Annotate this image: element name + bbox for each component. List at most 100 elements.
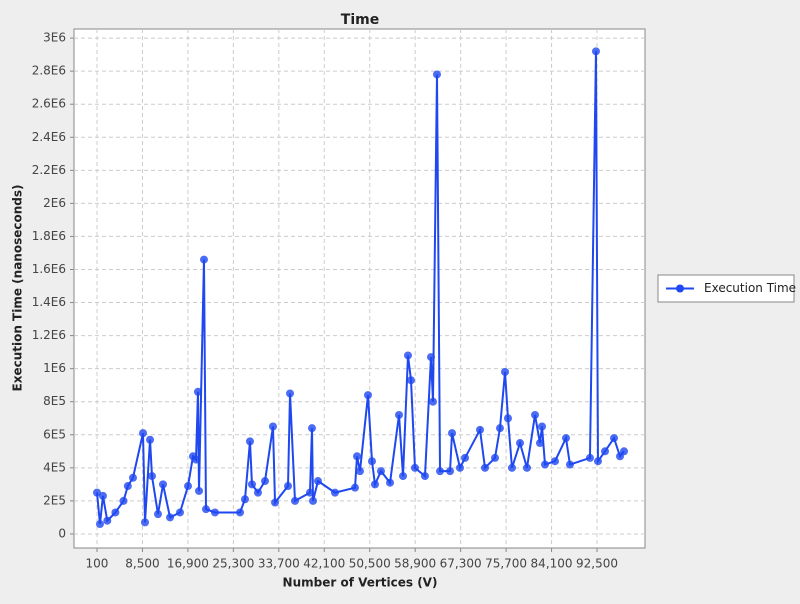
data-point [184, 482, 193, 491]
data-point [353, 452, 362, 461]
data-point [591, 47, 600, 56]
data-point [119, 496, 128, 505]
data-point [201, 505, 210, 514]
data-point [538, 422, 547, 431]
data-point [92, 488, 101, 497]
x-axis-label: Number of Vertices (V) [283, 576, 438, 590]
data-point [495, 424, 504, 433]
data-point [407, 376, 416, 385]
data-point [585, 453, 594, 462]
data-point [146, 435, 155, 444]
data-point [103, 516, 112, 525]
data-point [98, 491, 107, 500]
data-point [410, 463, 419, 472]
y-tick-label: 2.6E6 [32, 97, 66, 111]
data-point [313, 477, 322, 486]
x-tick-label: 8,500 [125, 557, 159, 571]
data-point [399, 472, 408, 481]
x-tick-label: 50,500 [349, 557, 391, 571]
data-point [501, 367, 510, 376]
x-tick-label: 16,900 [167, 557, 209, 571]
data-point [455, 463, 464, 472]
data-point [236, 508, 245, 517]
data-point [530, 410, 539, 419]
data-point [192, 455, 201, 464]
y-tick-label: 1.4E6 [32, 295, 66, 309]
data-point [448, 429, 457, 438]
data-point [363, 391, 372, 400]
data-point [210, 508, 219, 517]
x-tick-label: 58,900 [394, 557, 436, 571]
data-point [138, 429, 147, 438]
x-tick-label: 42,100 [303, 557, 345, 571]
y-tick-label: 1.2E6 [32, 328, 66, 342]
y-tick-label: 2E6 [43, 196, 66, 210]
data-point [284, 482, 293, 491]
data-point [153, 510, 162, 519]
data-point [609, 434, 618, 443]
data-point [461, 453, 470, 462]
plot-area [73, 28, 646, 549]
y-tick-label: 2.4E6 [32, 130, 66, 144]
data-point [507, 463, 516, 472]
data-point [159, 480, 168, 489]
y-tick-label: 2.2E6 [32, 163, 66, 177]
data-point [368, 457, 377, 466]
legend-label: Execution Time [704, 281, 796, 295]
x-tick-label: 67,300 [440, 557, 482, 571]
data-point [166, 513, 175, 522]
data-point [195, 486, 204, 495]
data-point [330, 488, 339, 497]
y-tick-label: 8E5 [43, 394, 66, 408]
data-point [351, 483, 360, 492]
data-point [490, 453, 499, 462]
data-point [535, 439, 544, 448]
y-tick-label: 6E5 [43, 427, 66, 441]
y-tick-label: 1.6E6 [32, 262, 66, 276]
data-point [111, 508, 120, 517]
data-point [601, 447, 610, 456]
data-point [355, 467, 364, 476]
data-point [140, 518, 149, 527]
data-point [176, 508, 185, 517]
data-point [253, 488, 262, 497]
legend-marker [676, 284, 684, 293]
data-point [245, 437, 254, 446]
data-point [123, 482, 132, 491]
data-point [428, 397, 437, 406]
data-point [286, 389, 295, 398]
data-point [522, 463, 531, 472]
data-point [515, 439, 524, 448]
data-point [503, 414, 512, 423]
data-point [240, 495, 249, 504]
x-tick-label: 84,100 [531, 557, 573, 571]
data-point [95, 520, 104, 529]
data-point [395, 410, 404, 419]
data-point [128, 473, 137, 482]
data-point [403, 351, 412, 360]
data-point [540, 460, 549, 469]
x-tick-label: 100 [86, 557, 109, 571]
y-tick-label: 3E6 [43, 31, 66, 45]
data-point [307, 424, 316, 433]
data-point [551, 457, 560, 466]
data-point [420, 472, 429, 481]
x-tick-label: 25,300 [212, 557, 254, 571]
data-point [561, 434, 570, 443]
x-tick-label: 33,700 [258, 557, 300, 571]
data-point [261, 477, 270, 486]
y-tick-label: 1.8E6 [32, 229, 66, 243]
chart-title: Time [341, 12, 379, 28]
data-point [193, 387, 202, 396]
y-tick-label: 2E5 [43, 493, 66, 507]
y-tick-label: 2.8E6 [32, 64, 66, 78]
data-point [480, 463, 489, 472]
data-point [476, 425, 485, 434]
data-point [370, 480, 379, 489]
y-tick-label: 1E6 [43, 361, 66, 375]
data-point [290, 496, 299, 505]
data-point [147, 472, 156, 481]
data-point [386, 478, 395, 487]
data-point [565, 460, 574, 469]
